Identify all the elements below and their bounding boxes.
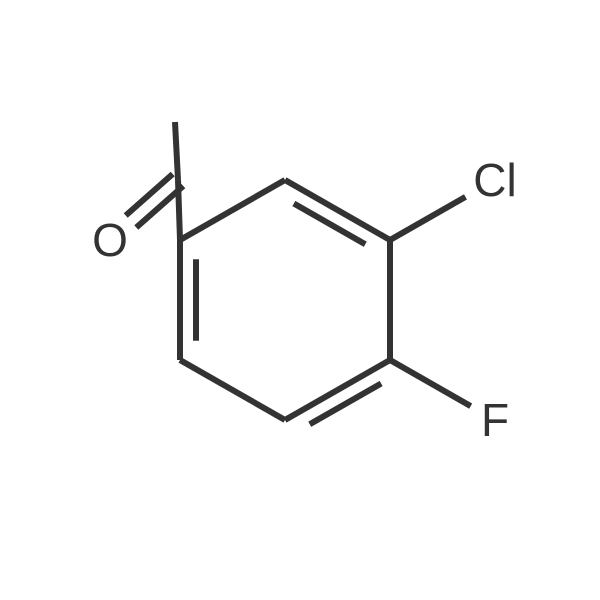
bond — [310, 383, 381, 424]
bond — [294, 203, 365, 244]
f-atom-label: F — [481, 394, 509, 446]
bond — [180, 180, 285, 240]
bond — [175, 122, 178, 180]
molecule-diagram: O Cl F — [0, 0, 600, 600]
bond — [180, 360, 285, 420]
o-atom-label: O — [92, 214, 128, 266]
bond — [390, 197, 465, 240]
bond — [390, 360, 471, 406]
bond — [126, 174, 173, 215]
cl-atom-label: Cl — [473, 154, 516, 206]
